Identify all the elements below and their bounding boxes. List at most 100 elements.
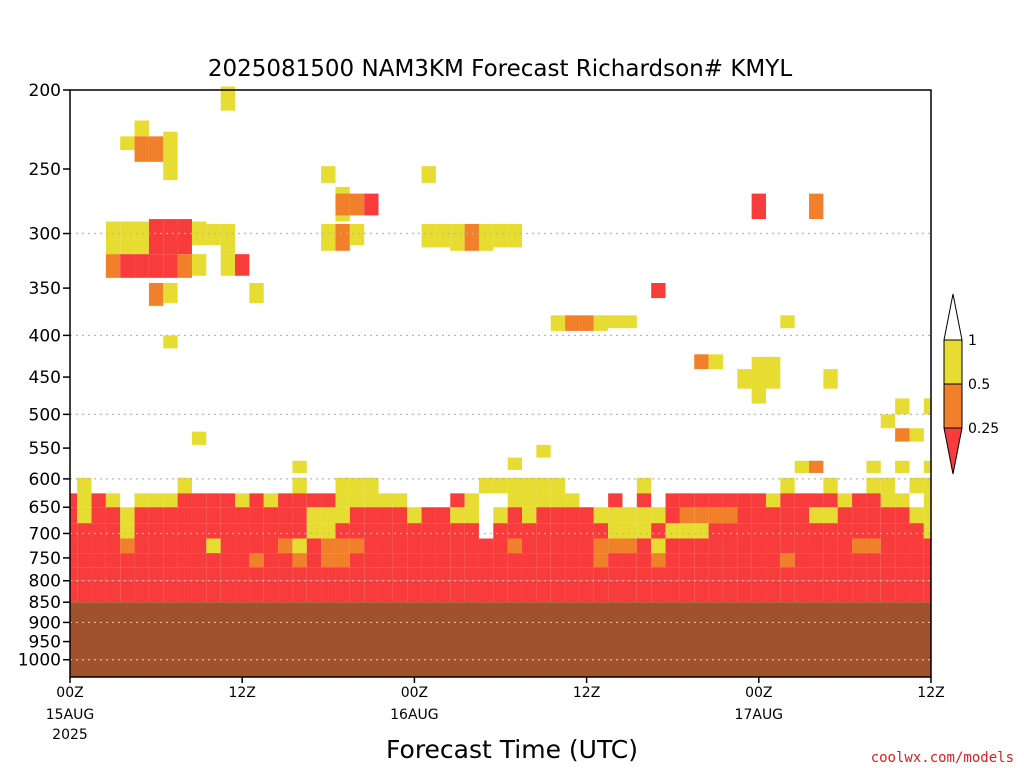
x-tick-label: 00Z bbox=[745, 685, 772, 701]
heatmap-cell bbox=[909, 523, 924, 539]
heatmap-cell bbox=[321, 166, 336, 183]
heatmap-cell bbox=[794, 553, 810, 568]
heatmap-cell bbox=[636, 523, 652, 539]
heatmap-cell bbox=[191, 523, 207, 539]
heatmap-cell bbox=[306, 538, 322, 554]
heatmap-cell bbox=[608, 538, 623, 554]
heatmap-cell bbox=[550, 507, 566, 524]
heatmap-cell bbox=[823, 553, 838, 568]
heatmap-cell bbox=[751, 493, 766, 508]
heatmap-cell bbox=[421, 223, 436, 248]
heatmap-cell bbox=[91, 507, 106, 524]
heatmap-cell bbox=[565, 493, 580, 508]
heatmap-cell bbox=[507, 493, 523, 508]
heatmap-cell bbox=[163, 254, 178, 278]
heatmap-cell bbox=[263, 580, 279, 603]
heatmap-cell bbox=[191, 553, 207, 568]
heatmap-cell bbox=[923, 477, 931, 494]
heatmap-cell bbox=[550, 523, 566, 539]
heatmap-cell bbox=[306, 567, 322, 581]
heatmap-cell bbox=[708, 553, 723, 568]
heatmap-cell bbox=[809, 523, 824, 539]
heatmap-cell bbox=[364, 507, 379, 524]
heatmap-cell bbox=[378, 538, 393, 554]
heatmap-cell bbox=[866, 507, 881, 524]
heatmap-cell bbox=[177, 477, 192, 494]
heatmap-cell bbox=[392, 553, 408, 568]
heatmap-cell bbox=[665, 567, 680, 581]
heatmap-cell bbox=[464, 553, 479, 568]
heatmap-cell bbox=[134, 120, 149, 137]
heatmap-cell bbox=[70, 553, 78, 568]
x-tick-label: 12Z bbox=[228, 685, 255, 701]
heatmap-cell bbox=[148, 136, 164, 162]
heatmap-cell bbox=[292, 567, 307, 581]
heatmap-cell bbox=[708, 523, 723, 539]
heatmap-cell bbox=[809, 553, 824, 568]
y-tick-label: 400 bbox=[29, 326, 61, 346]
heatmap-cell bbox=[895, 507, 910, 524]
heatmap-cell bbox=[923, 553, 931, 568]
y-tick-label: 800 bbox=[29, 572, 61, 592]
heatmap-cell bbox=[120, 567, 135, 581]
heatmap-cell bbox=[77, 507, 92, 524]
heatmap-cell bbox=[478, 477, 494, 494]
heatmap-cell bbox=[622, 523, 637, 539]
heatmap-cell bbox=[679, 493, 695, 508]
heatmap-cell bbox=[579, 507, 594, 524]
colorbar-band bbox=[943, 339, 963, 385]
heatmap-cell bbox=[923, 493, 931, 508]
heatmap-cell bbox=[392, 538, 408, 554]
heatmap-cell bbox=[651, 283, 666, 299]
heatmap-cell bbox=[364, 553, 379, 568]
heatmap-cell bbox=[421, 580, 436, 603]
heatmap-cell bbox=[737, 369, 752, 389]
heatmap-cell bbox=[765, 538, 781, 554]
heatmap-cell bbox=[794, 580, 810, 603]
y-tick-label: 900 bbox=[29, 613, 61, 633]
heatmap-cell bbox=[837, 567, 853, 581]
heatmap-cell bbox=[163, 553, 178, 568]
heatmap-cell bbox=[866, 460, 881, 473]
heatmap-cell bbox=[909, 580, 924, 603]
heatmap-cell bbox=[636, 507, 652, 524]
chart-title: 2025081500 NAM3KM Forecast Richardson# K… bbox=[208, 56, 792, 82]
heatmap-cell bbox=[794, 567, 810, 581]
heatmap-cell bbox=[134, 221, 149, 255]
heatmap-cell bbox=[292, 538, 307, 554]
heatmap-cell bbox=[823, 477, 838, 494]
x-tick-label: 12Z bbox=[917, 685, 944, 701]
heatmap-cell bbox=[177, 254, 192, 278]
heatmap-cell bbox=[378, 523, 393, 539]
heatmap-cell bbox=[407, 538, 422, 554]
heatmap-cell bbox=[536, 553, 551, 568]
heatmap-cell bbox=[335, 538, 350, 554]
heatmap-cell bbox=[809, 493, 824, 508]
heatmap-cell bbox=[120, 136, 135, 151]
heatmap-cell bbox=[780, 567, 795, 581]
heatmap-cell bbox=[70, 567, 78, 581]
heatmap-cell bbox=[651, 580, 666, 603]
heatmap-cell bbox=[421, 553, 436, 568]
heatmap-cell bbox=[536, 507, 551, 524]
heatmap-cell bbox=[608, 523, 623, 539]
heatmap-cell bbox=[880, 580, 896, 603]
heatmap-cell bbox=[191, 507, 207, 524]
heatmap-cell bbox=[378, 567, 393, 581]
heatmap-cell bbox=[651, 567, 666, 581]
plot-frame bbox=[69, 89, 932, 678]
heatmap-cell bbox=[522, 538, 537, 554]
heatmap-cell bbox=[220, 254, 236, 276]
heatmap-cell bbox=[450, 507, 465, 524]
heatmap-cell bbox=[349, 223, 365, 246]
heatmap-cell bbox=[665, 580, 680, 603]
heatmap-cell bbox=[435, 523, 451, 539]
heatmap-cell bbox=[364, 580, 379, 603]
heatmap-cell bbox=[177, 538, 192, 554]
heatmap-cell bbox=[823, 580, 838, 603]
heatmap-cell bbox=[191, 580, 207, 603]
heatmap-cell bbox=[608, 493, 623, 508]
heatmap-cell bbox=[507, 580, 523, 603]
heatmap-cell bbox=[70, 493, 78, 508]
heatmap-cell bbox=[751, 356, 766, 404]
